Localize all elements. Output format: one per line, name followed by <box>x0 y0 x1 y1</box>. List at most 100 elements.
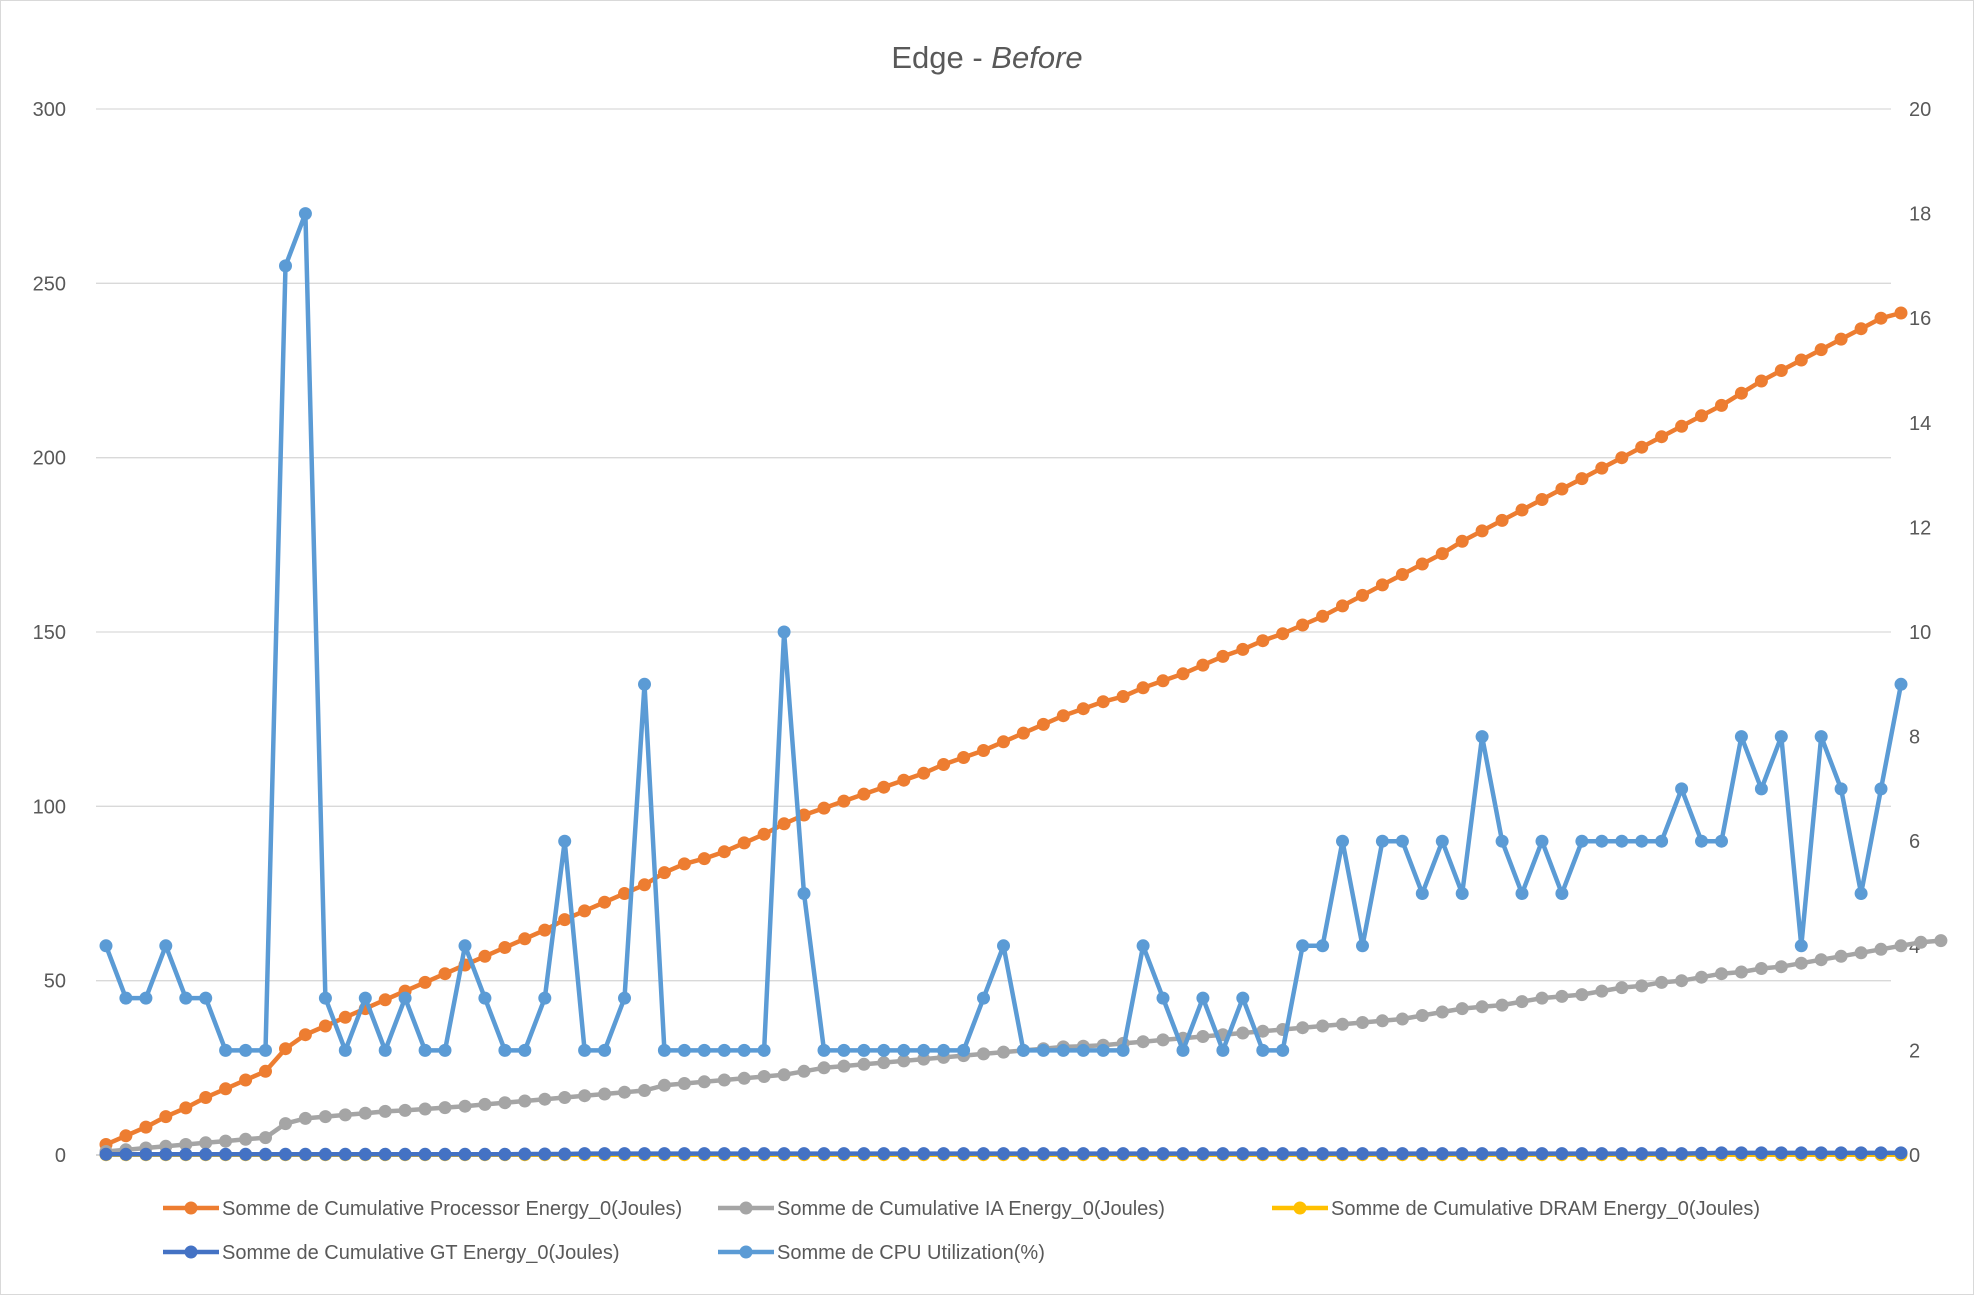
data-point <box>418 1102 432 1116</box>
data-point <box>1296 618 1310 632</box>
y-right-tick-label: 0 <box>1909 1145 1920 1167</box>
data-point <box>1435 1005 1449 1019</box>
data-point <box>1296 1147 1310 1161</box>
data-point <box>1256 1147 1270 1161</box>
data-point <box>817 1061 831 1075</box>
data-point <box>1515 1147 1529 1161</box>
data-point <box>1535 493 1549 506</box>
data-point <box>677 857 691 871</box>
data-point <box>1914 935 1928 949</box>
data-point <box>1635 440 1649 454</box>
data-point <box>239 1043 253 1057</box>
data-point <box>119 1147 133 1161</box>
data-point <box>478 949 492 963</box>
data-point <box>418 975 432 989</box>
data-point <box>1595 834 1609 848</box>
data-point <box>298 1111 312 1125</box>
data-point <box>119 1129 133 1143</box>
data-point <box>1834 332 1848 346</box>
data-point <box>817 1043 831 1057</box>
data-point <box>817 1147 831 1161</box>
data-point <box>1475 1000 1489 1014</box>
legend-marker <box>184 1201 198 1215</box>
data-point <box>1675 1147 1689 1161</box>
data-point <box>378 1043 392 1057</box>
data-point <box>1575 472 1589 486</box>
data-point <box>1316 939 1330 953</box>
data-point <box>478 1097 492 1111</box>
data-point <box>897 1043 911 1057</box>
data-point <box>259 1131 272 1145</box>
legend-item: Somme de Cumulative GT Energy_0(Joules) <box>163 1242 620 1264</box>
data-point <box>578 1147 592 1161</box>
data-point <box>797 887 811 900</box>
data-point <box>1515 887 1529 900</box>
data-point <box>717 1073 731 1087</box>
data-point <box>318 1110 332 1124</box>
data-point <box>1774 1146 1788 1160</box>
data-point <box>1136 1035 1150 1049</box>
data-point <box>1156 1033 1170 1047</box>
y-right-tick-label: 14 <box>1909 413 1931 435</box>
data-point <box>1595 1147 1609 1161</box>
data-point <box>1415 1147 1429 1161</box>
data-point <box>757 1043 771 1057</box>
data-point <box>1555 989 1569 1003</box>
data-point <box>1336 834 1349 848</box>
data-point <box>638 677 651 691</box>
data-point <box>1495 998 1509 1012</box>
data-point <box>657 866 671 880</box>
data-point <box>239 1147 253 1161</box>
data-point <box>1834 782 1848 796</box>
data-point <box>498 1096 512 1110</box>
data-point <box>1814 730 1828 744</box>
data-point <box>219 1082 233 1096</box>
data-point <box>1435 834 1449 848</box>
data-point <box>1734 965 1748 979</box>
data-point <box>518 932 532 946</box>
data-point <box>857 1043 871 1057</box>
data-point <box>1854 946 1868 960</box>
data-point <box>1056 709 1070 723</box>
data-point <box>1216 1043 1230 1057</box>
data-point <box>1016 1043 1030 1057</box>
data-point <box>1036 717 1050 731</box>
data-point <box>697 1075 711 1089</box>
legend-item: Somme de CPU Utilization(%) <box>718 1242 1045 1264</box>
data-point <box>438 1101 452 1115</box>
data-point <box>298 207 312 221</box>
data-point <box>697 852 711 866</box>
data-point <box>318 991 332 1005</box>
data-point <box>458 1147 472 1161</box>
data-point <box>199 1091 213 1104</box>
data-point <box>1016 726 1030 740</box>
data-point <box>578 1089 592 1103</box>
y-left-tick-label: 0 <box>55 1145 66 1167</box>
data-point <box>1655 430 1669 444</box>
data-point <box>1236 1026 1250 1040</box>
data-point <box>1395 834 1409 848</box>
legend-marker <box>739 1245 753 1259</box>
data-point <box>1794 1146 1808 1160</box>
data-point <box>1874 1146 1888 1160</box>
y-left-tick-label: 100 <box>33 796 66 818</box>
y-left-tick-label: 200 <box>33 448 66 470</box>
data-point <box>917 766 931 780</box>
data-point <box>99 939 113 953</box>
data-point <box>1395 568 1409 581</box>
data-point <box>1156 991 1170 1005</box>
data-point <box>1236 642 1250 656</box>
y-right-tick-label: 4 <box>1909 936 1920 958</box>
data-point <box>1256 634 1270 648</box>
data-point <box>338 1010 352 1024</box>
data-point <box>1036 1147 1050 1161</box>
y-left-tick-label: 150 <box>33 622 66 644</box>
data-point <box>857 1147 871 1161</box>
data-point <box>1615 834 1629 848</box>
data-point <box>259 1147 272 1161</box>
data-point <box>1535 1147 1549 1161</box>
data-point <box>857 787 871 801</box>
data-point <box>1276 1043 1290 1057</box>
y-left-tick-label: 300 <box>33 99 66 121</box>
